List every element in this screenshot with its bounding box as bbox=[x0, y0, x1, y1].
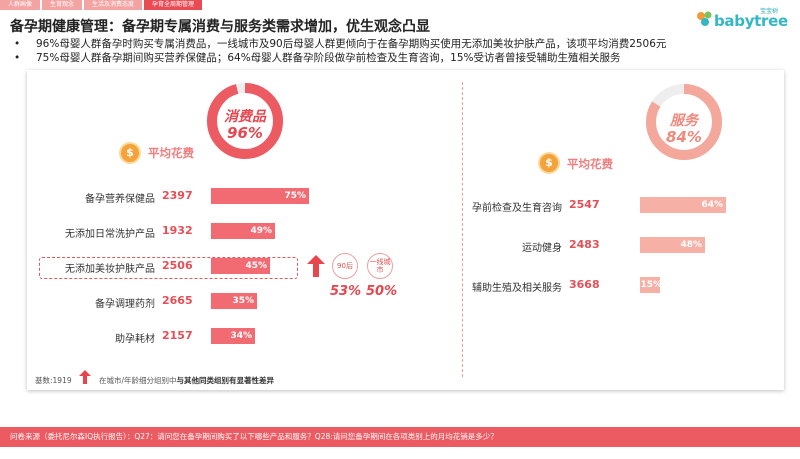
avg-spend-value: 2483 bbox=[569, 238, 600, 251]
pct-bar-label: 15% bbox=[640, 280, 662, 290]
consumer-goods-pct: 96% bbox=[227, 124, 263, 142]
avg-spending-label: 平均花费 bbox=[567, 157, 613, 171]
services-pct: 84% bbox=[666, 128, 702, 146]
tab-full-cycle[interactable]: 孕育全周期管理 bbox=[144, 0, 203, 10]
coin-icon: $ bbox=[121, 144, 139, 162]
pct-bar bbox=[640, 277, 660, 293]
panel-divider bbox=[462, 82, 463, 377]
coin-icon: $ bbox=[540, 154, 558, 172]
avg-spending-label: 平均花费 bbox=[148, 146, 194, 160]
pct-bar-label: 34% bbox=[230, 331, 252, 341]
legend-text-bold: 显著性差异 bbox=[236, 376, 275, 385]
pct-bar-label: 45% bbox=[245, 261, 267, 271]
tag-tier1-city-label: 一线城市 bbox=[369, 258, 391, 274]
tag-post90-label: 90后 bbox=[337, 262, 353, 270]
pct-bar bbox=[640, 197, 726, 213]
tag-post90-pct: 53% bbox=[330, 284, 362, 299]
section-tabs: 人群画像 生育观念 生活及消费态度 孕育全周期管理 bbox=[0, 0, 204, 10]
legend-text-bold: 与其他同类组别有 bbox=[176, 376, 237, 385]
avg-spend-value: 2157 bbox=[162, 329, 193, 342]
avg-spend-value: 2397 bbox=[162, 189, 193, 202]
avg-spend-value: 2506 bbox=[162, 259, 193, 272]
tab-lifestyle[interactable]: 生活及消费态度 bbox=[84, 0, 143, 10]
consumer-goods-donut bbox=[207, 83, 283, 159]
pct-bar bbox=[211, 223, 275, 239]
pct-bar bbox=[211, 328, 255, 344]
tag-tier1-city-pct: 50% bbox=[366, 284, 398, 299]
pct-bar-label: 64% bbox=[701, 200, 723, 210]
source-footer: 问卷来源（委托尼尔森IQ执行报告）：Q27：请问您在备孕期间购买了以下哪些产品和… bbox=[0, 427, 800, 447]
tab-fertility-view[interactable]: 生育观念 bbox=[42, 0, 83, 10]
tree-icon bbox=[697, 11, 712, 26]
avg-spend-value: 2665 bbox=[162, 294, 193, 307]
consumer-goods-label: 消费品 bbox=[224, 109, 266, 125]
pct-bar-label: 75% bbox=[284, 191, 306, 201]
page-title: 备孕期健康管理：备孕期专属消费与服务类需求增加，优生观念凸显 bbox=[10, 19, 430, 35]
row-label: 运动健身 bbox=[522, 243, 562, 254]
pct-bar-label: 48% bbox=[680, 240, 702, 250]
content-card: 消费品 96% $ 平均花费 备孕营养保健品 2397 75% 无添加日常洗护产品 19… bbox=[27, 70, 784, 390]
services-donut bbox=[646, 84, 722, 160]
row-label: 备孕营养保健品 bbox=[85, 194, 155, 205]
pct-bar-label: 35% bbox=[232, 296, 254, 306]
row-label: 备孕调理药剂 bbox=[95, 299, 155, 310]
avg-spend-value: 3668 bbox=[569, 278, 600, 291]
pct-bar bbox=[640, 237, 705, 253]
tag-tier1-city: 一线城市 bbox=[367, 253, 393, 279]
tab-portrait[interactable]: 人群画像 bbox=[0, 0, 41, 10]
logo-badge: 宝宝树 bbox=[759, 8, 778, 15]
pct-bar bbox=[211, 188, 309, 204]
row-label: 无添加日常洗护产品 bbox=[65, 229, 155, 240]
row-label: 辅助生殖及相关服务 bbox=[472, 283, 562, 294]
row-label: 无添加美妆护肤产品 bbox=[65, 264, 155, 275]
logo-word: babytree bbox=[714, 12, 788, 30]
tag-post90: 90后 bbox=[332, 253, 358, 279]
up-arrow-icon bbox=[79, 370, 91, 384]
avg-spend-value: 2547 bbox=[569, 198, 600, 211]
avg-spend-value: 1932 bbox=[162, 224, 193, 237]
pct-bar-label: 49% bbox=[250, 226, 272, 236]
summary-bullet: 75%母婴人群备孕期间购买营养保健品；64%母婴人群备孕阶段做孕前检查及生育咨询… bbox=[10, 51, 666, 65]
legend-text: 在城市/年龄细分组别中 bbox=[99, 376, 177, 385]
summary-bullets: 96%母婴人群备孕时购买专属消费品，一线城市及90后母婴人群更倾向于在备孕期购买… bbox=[10, 37, 666, 65]
pct-bar bbox=[211, 293, 257, 309]
babytree-logo: 宝宝树 babytree bbox=[696, 6, 792, 30]
highlight-row-box bbox=[39, 257, 298, 279]
up-arrow-icon bbox=[307, 255, 325, 277]
significance-legend: 在城市/年龄细分组别中与其他同类组别有显著性差异 bbox=[99, 375, 274, 386]
base-count: 基数:1919 bbox=[35, 376, 72, 385]
summary-bullet: 96%母婴人群备孕时购买专属消费品，一线城市及90后母婴人群更倾向于在备孕期购买… bbox=[10, 37, 666, 51]
services-label: 服务 bbox=[670, 113, 698, 129]
pct-bar bbox=[211, 258, 270, 274]
row-label: 助孕耗材 bbox=[115, 334, 155, 345]
row-label: 孕前检查及生育咨询 bbox=[472, 203, 562, 214]
